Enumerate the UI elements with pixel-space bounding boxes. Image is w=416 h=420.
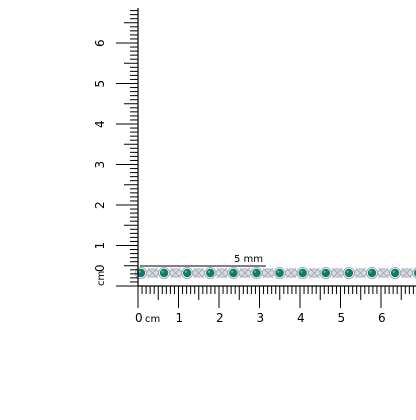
- horizontal-ruler-label: 4: [297, 311, 305, 325]
- vertical-ruler-label: 5: [93, 80, 107, 88]
- emerald-stone: [366, 267, 377, 278]
- bracelet-link: [262, 268, 274, 278]
- horizontal-ruler: 0 1 2 3 4 5 6 cm: [135, 286, 416, 325]
- emerald-stone: [159, 267, 170, 278]
- emerald-stone: [228, 267, 239, 278]
- bracelet-link: [193, 268, 205, 278]
- emerald-stone: [135, 267, 146, 278]
- emerald-stone: [205, 267, 216, 278]
- emerald-stone: [413, 267, 416, 278]
- horizontal-ruler-label: 0: [135, 311, 143, 325]
- width-callout: 5 mm: [140, 254, 266, 266]
- vertical-ruler-unit: cm: [96, 271, 107, 286]
- vertical-ruler-label: 6: [93, 39, 107, 47]
- bracelet-link: [378, 268, 390, 278]
- bracelet-link: [285, 268, 297, 278]
- vertical-ruler-label: 3: [93, 161, 107, 169]
- vertical-ruler-label: 4: [93, 120, 107, 128]
- horizontal-ruler-label: 5: [338, 311, 346, 325]
- bracelet-link: [170, 268, 182, 278]
- emerald-stone: [343, 267, 354, 278]
- emerald-stone: [182, 267, 193, 278]
- emerald-stone: [297, 267, 308, 278]
- bracelet-link: [216, 268, 228, 278]
- horizontal-ruler-label: 3: [257, 311, 265, 325]
- horizontal-ruler-label: 2: [216, 311, 224, 325]
- emerald-stone: [274, 267, 285, 278]
- vertical-ruler-label: 2: [93, 201, 107, 209]
- horizontal-ruler-label: 1: [176, 311, 184, 325]
- emerald-stone: [390, 267, 401, 278]
- bracelet-link: [354, 268, 366, 278]
- vertical-ruler-label: 1: [93, 242, 107, 250]
- width-callout-label: 5 mm: [234, 254, 263, 265]
- bracelet-link: [239, 268, 251, 278]
- bracelet-link: [147, 268, 159, 278]
- bracelet-link: [401, 268, 413, 278]
- emerald-stone: [251, 267, 262, 278]
- bracelet-link: [331, 268, 343, 278]
- emerald-stone: [320, 267, 331, 278]
- bracelet-link: [308, 268, 320, 278]
- horizontal-ruler-unit: cm: [145, 314, 160, 325]
- bracelet-image: [135, 267, 416, 278]
- horizontal-ruler-label: 6: [378, 311, 386, 325]
